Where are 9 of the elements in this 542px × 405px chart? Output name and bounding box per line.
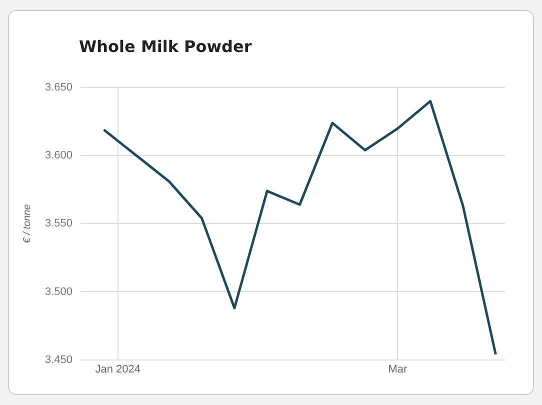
y-tick-label: 3.500 <box>44 286 73 298</box>
chart-title: Whole Milk Powder <box>79 37 252 56</box>
y-tick-label: 3.650 <box>44 82 73 94</box>
x-tick-label: Mar <box>388 363 408 376</box>
y-tick-label: 3.600 <box>44 150 73 162</box>
y-tick-label: 3.550 <box>44 218 73 230</box>
x-tick-label: Jan 2024 <box>95 363 140 376</box>
y-axis-title: € / tonne <box>22 204 33 244</box>
y-tick-label: 3.450 <box>44 354 73 366</box>
